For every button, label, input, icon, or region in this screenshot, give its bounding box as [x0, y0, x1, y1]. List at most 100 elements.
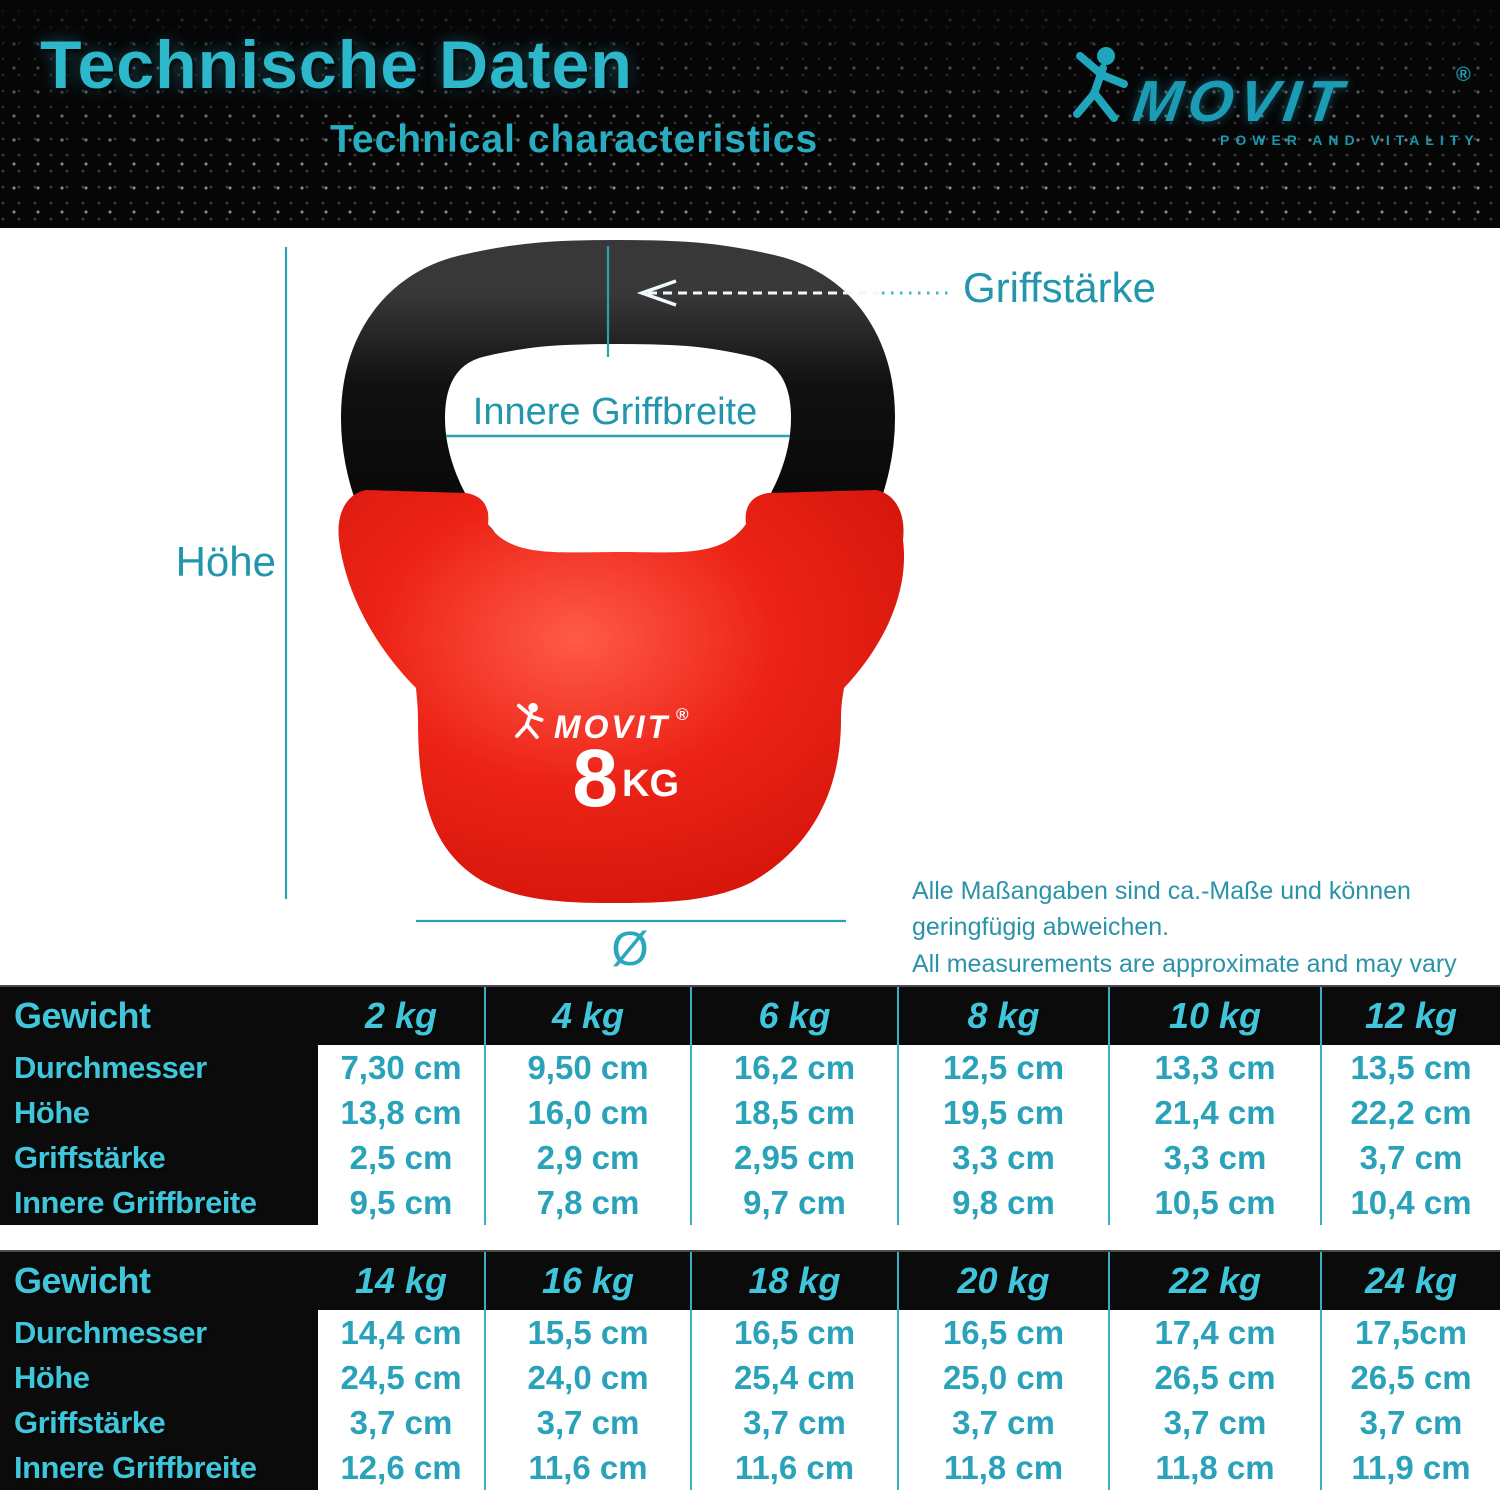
spec-table-row: Innere Griffbreite 9,5 cm 7,8 cm 9,7 cm 9,8 …	[0, 1180, 1500, 1225]
spec-row-label: Griffstärke	[14, 1404, 166, 1440]
brand-tagline: POWER AND VITALITY	[1220, 132, 1480, 148]
weight-column-header: 12 kg	[1364, 995, 1458, 1036]
spec-value-cell: 10,5 cm	[1110, 1180, 1322, 1225]
weight-column-header: 14 kg	[318, 1252, 486, 1310]
spec-value-cell: 26,5 cm	[1322, 1355, 1500, 1400]
kettlebell-body	[338, 490, 905, 903]
spec-value-cell: 25,0 cm	[899, 1355, 1110, 1400]
spec-value-cell: 3,7 cm	[1322, 1400, 1500, 1445]
spec-value-cell: 17,5cm	[1322, 1310, 1500, 1355]
weight-column-header: 10 kg	[1110, 987, 1322, 1045]
measurement-note: Alle Maßangaben sind ca.-Maße und können…	[912, 873, 1460, 1018]
spec-value-cell: 16,5 cm	[899, 1310, 1110, 1355]
spec-table-weights-2-12: Gewicht 2 kg 4 kg 6 kg 8 kg 10 kg 12 kg Durchme…	[0, 985, 1500, 1225]
spec-value-cell: 16,0 cm	[486, 1090, 692, 1135]
measurement-note-de: Alle Maßangaben sind ca.-Maße und können…	[912, 877, 1411, 942]
spec-value-cell: 9,50 cm	[486, 1045, 692, 1090]
brand-name: MOVIT	[1129, 69, 1353, 134]
movit-figure-icon	[515, 702, 544, 739]
brand-registered-mark: ®	[1456, 64, 1471, 86]
spec-value-cell: 11,8 cm	[899, 1445, 1110, 1490]
spec-value-cell: 22,2 cm	[1322, 1090, 1500, 1135]
weight-column-header: 24 kg	[1364, 1260, 1458, 1301]
spec-value-cell: 3,7 cm	[486, 1400, 692, 1445]
spec-table-row: Innere Griffbreite 12,6 cm 11,6 cm 11,6 cm 1…	[0, 1445, 1500, 1490]
weight-column-header: 22 kg	[1110, 1252, 1322, 1310]
spec-value-cell: 11,6 cm	[486, 1445, 692, 1490]
spec-row-label: Durchmesser	[14, 1049, 207, 1085]
label-diameter: Ø	[611, 923, 649, 976]
kettlebell-brand-text: MOVIT	[554, 709, 670, 745]
spec-value-cell: 19,5 cm	[899, 1090, 1110, 1135]
label-innere-griffbreite: Innere Griffbreite	[472, 391, 758, 433]
label-hoehe: Höhe	[175, 538, 276, 585]
spec-row-label: Innere Griffbreite	[14, 1449, 257, 1485]
measurement-lines	[284, 246, 952, 923]
spec-value-cell: 12,5 cm	[899, 1045, 1110, 1090]
brand-logo: MOVIT ® POWER AND VITALITY	[1072, 40, 1482, 170]
spec-value-cell: 15,5 cm	[486, 1310, 692, 1355]
spec-value-cell: 3,7 cm	[692, 1400, 899, 1445]
spec-value-cell: 2,9 cm	[486, 1135, 692, 1180]
spec-value-cell: 9,5 cm	[318, 1180, 486, 1225]
spec-value-cell: 25,4 cm	[692, 1355, 899, 1400]
griffstaerke-arrowhead	[636, 279, 677, 307]
weight-column-header: 4 kg	[486, 987, 692, 1045]
spec-value-cell: 7,8 cm	[486, 1180, 692, 1225]
spec-value-cell: 7,30 cm	[318, 1045, 486, 1090]
weight-column-header: 20 kg	[899, 1252, 1110, 1310]
spec-row-label: Höhe	[14, 1359, 90, 1395]
spec-value-cell: 17,4 cm	[1110, 1310, 1322, 1355]
weight-header-label: Gewicht	[14, 995, 151, 1036]
spec-value-cell: 11,8 cm	[1110, 1445, 1322, 1490]
weight-column-header: 18 kg	[692, 1252, 899, 1310]
spec-value-cell: 16,5 cm	[692, 1310, 899, 1355]
spec-value-cell: 11,9 cm	[1322, 1445, 1500, 1490]
spec-table-row: Durchmesser 14,4 cm 15,5 cm 16,5 cm 16,5 cm 1…	[0, 1310, 1500, 1355]
weight-column-header: 16 kg	[486, 1252, 692, 1310]
spec-table-weights-14-24: Gewicht 14 kg 16 kg 18 kg 20 kg 22 kg 24 kg Dur…	[0, 1250, 1500, 1490]
spec-value-cell: 13,5 cm	[1322, 1045, 1500, 1090]
weight-header-label: Gewicht	[14, 1260, 151, 1301]
kettlebell-print: MOVIT ® 8 KG	[515, 702, 689, 824]
weight-column-header: 8 kg	[899, 987, 1110, 1045]
weight-column-header: 6 kg	[692, 987, 899, 1045]
spec-value-cell: 3,7 cm	[1110, 1400, 1322, 1445]
header-section: Technische Daten Technical characteristi…	[0, 0, 1500, 231]
spec-row-label: Durchmesser	[14, 1314, 207, 1350]
spec-row-label: Innere Griffbreite	[14, 1184, 257, 1220]
kettlebell-diagram-section: MOVIT ® 8 KG Griffstärke Innere Griffbre…	[0, 228, 1500, 1014]
spec-value-cell: 24,5 cm	[318, 1355, 486, 1400]
jumping-athlete-icon	[1073, 47, 1128, 122]
weight-column-header: 2 kg	[318, 987, 486, 1045]
spec-value-cell: 14,4 cm	[318, 1310, 486, 1355]
spec-value-cell: 2,5 cm	[318, 1135, 486, 1180]
kettlebell-brand-reg: ®	[676, 705, 689, 724]
spec-value-cell: 3,7 cm	[1322, 1135, 1500, 1180]
spec-table-row: Griffstärke 3,7 cm 3,7 cm 3,7 cm 3,7 cm 3,7 c…	[0, 1400, 1500, 1445]
spec-value-cell: 13,8 cm	[318, 1090, 486, 1135]
spec-value-cell: 9,7 cm	[692, 1180, 899, 1225]
kettlebell-weight-unit: KG	[622, 763, 679, 805]
spec-table-header-row: Gewicht 14 kg 16 kg 18 kg 20 kg 22 kg 24 kg	[0, 1252, 1500, 1310]
spec-value-cell: 24,0 cm	[486, 1355, 692, 1400]
spec-value-cell: 10,4 cm	[1322, 1180, 1500, 1225]
spec-value-cell: 3,7 cm	[318, 1400, 486, 1445]
spec-table-row: Durchmesser 7,30 cm 9,50 cm 16,2 cm 12,5 cm 1…	[0, 1045, 1500, 1090]
spec-value-cell: 9,8 cm	[899, 1180, 1110, 1225]
spec-value-cell: 3,7 cm	[899, 1400, 1110, 1445]
spec-value-cell: 18,5 cm	[692, 1090, 899, 1135]
spec-value-cell: 26,5 cm	[1110, 1355, 1322, 1400]
spec-value-cell: 21,4 cm	[1110, 1090, 1322, 1135]
spec-value-cell: 2,95 cm	[692, 1135, 899, 1180]
kettlebell-weight-number: 8	[572, 733, 618, 824]
spec-value-cell: 3,3 cm	[1110, 1135, 1322, 1180]
spec-table-header-row: Gewicht 2 kg 4 kg 6 kg 8 kg 10 kg 12 kg	[0, 987, 1500, 1045]
spec-value-cell: 11,6 cm	[692, 1445, 899, 1490]
label-griffstaerke: Griffstärke	[963, 264, 1156, 311]
spec-value-cell: 16,2 cm	[692, 1045, 899, 1090]
spec-row-label: Griffstärke	[14, 1139, 166, 1175]
spec-row-label: Höhe	[14, 1094, 90, 1130]
page-title: Technische Daten	[40, 27, 633, 103]
spec-value-cell: 12,6 cm	[318, 1445, 486, 1490]
